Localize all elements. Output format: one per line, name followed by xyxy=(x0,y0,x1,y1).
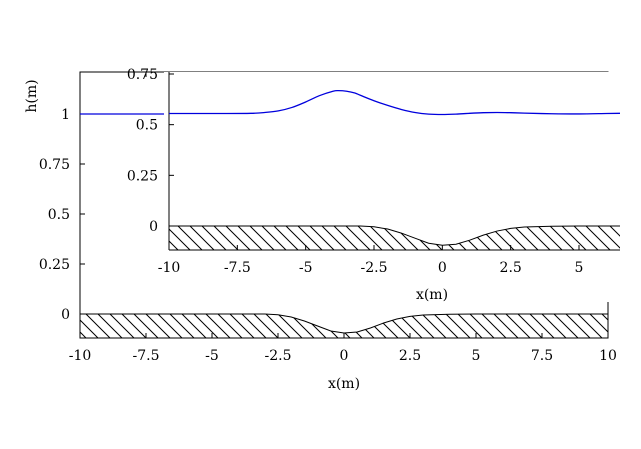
main-y-tick-label: 0.5 xyxy=(48,207,70,223)
inset-ground-hatch xyxy=(169,226,620,250)
inset-plot: -10 -7.5 -5 -2.5 0 2.5 5 0 0.25 0.5 0.75 x(m) xyxy=(127,67,634,303)
inset-x-tick-label: -5 xyxy=(299,260,313,276)
inset-background xyxy=(164,72,634,302)
inset-x-tick-label: -2.5 xyxy=(361,260,388,276)
inset-y-tick-label: 0 xyxy=(149,219,158,235)
main-x-tick-label: -10 xyxy=(69,348,92,364)
inset-x-axis-label: x(m) xyxy=(416,287,448,303)
main-y-tick-label: 1 xyxy=(61,107,70,123)
inset-y-ticks: 0 0.25 0.5 0.75 xyxy=(127,67,174,235)
main-ground xyxy=(80,313,608,338)
main-x-tick-label: 5 xyxy=(472,348,481,364)
main-x-tick-label: 2.5 xyxy=(399,348,421,364)
main-x-axis-label: x(m) xyxy=(328,376,360,392)
main-x-tick-label: 10 xyxy=(599,348,617,364)
inset-x-tick-label: 2.5 xyxy=(500,260,522,276)
main-y-tick-label: 0.25 xyxy=(39,257,70,273)
main-bottom-line xyxy=(80,313,608,334)
inset-x-tick-label: -10 xyxy=(158,260,181,276)
main-x-tick-label: -7.5 xyxy=(133,348,160,364)
inset-y-tick-label: 0.25 xyxy=(127,168,158,184)
main-x-tick-label: 7.5 xyxy=(531,348,553,364)
inset-x-ticks: -10 -7.5 -5 -2.5 0 2.5 5 xyxy=(158,245,584,276)
inset-surface-elevation-line xyxy=(169,89,620,116)
main-x-tick-label: -2.5 xyxy=(265,348,292,364)
inset-series xyxy=(169,89,620,116)
inset-ground xyxy=(169,225,620,250)
inset-x-tick-label: 0 xyxy=(438,260,447,276)
main-y-tick-label: 0 xyxy=(61,307,70,323)
inset-y-tick-label: 0.75 xyxy=(127,67,158,83)
main-y-axis-label: h(m) xyxy=(24,79,40,112)
inset-y-tick-label: 0.5 xyxy=(136,118,158,134)
inset-x-tick-label: 5 xyxy=(575,260,584,276)
inset-x-tick-label: -7.5 xyxy=(224,260,251,276)
main-y-tick-label: 0.75 xyxy=(39,157,70,173)
main-x-tick-label: 0 xyxy=(340,348,349,364)
main-y-ticks: 0 0.25 0.5 0.75 1 xyxy=(39,107,608,323)
main-x-ticks: -10 -7.5 -5 -2.5 0 2.5 5 7.5 10 xyxy=(69,72,617,364)
main-ground-hatch xyxy=(80,314,608,338)
main-x-tick-label: -5 xyxy=(205,348,219,364)
inset-bottom-line xyxy=(169,225,620,246)
